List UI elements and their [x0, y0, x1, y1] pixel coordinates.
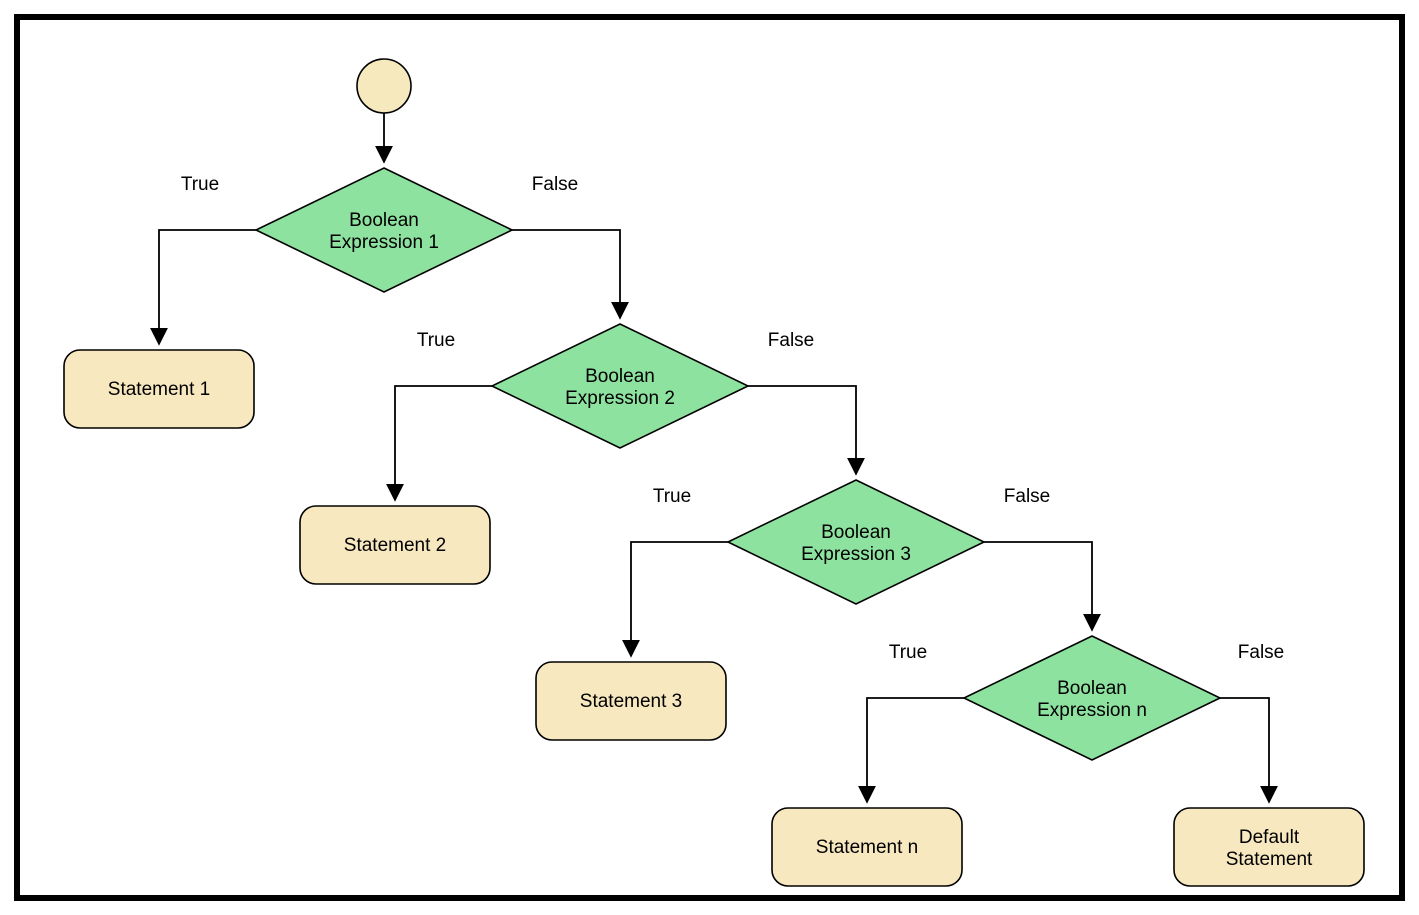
edge-e_d2_true [395, 386, 492, 500]
edge-e_d1_false [512, 230, 620, 318]
edge-label-e_d2_true: True [417, 330, 455, 351]
edge-label-e_d3_true: True [653, 486, 691, 507]
edge-label-e_d2_false: False [768, 330, 814, 351]
edge-e_d3_false [984, 542, 1092, 630]
edge-e_d1_true [159, 230, 256, 344]
edge-label-e_d3_false: False [1004, 486, 1050, 507]
statement-label-s1: Statement 1 [108, 379, 210, 400]
edge-e_d3_true [631, 542, 728, 656]
edge-e_d4_false [1220, 698, 1269, 802]
edge-e_d4_true [867, 698, 964, 802]
edge-label-e_d4_false: False [1238, 642, 1284, 663]
start-node [357, 59, 411, 113]
flowchart-svg: TrueFalseTrueFalseTrueFalseTrueFalseBool… [0, 0, 1419, 915]
edge-label-e_d4_true: True [889, 642, 927, 663]
edge-label-e_d1_false: False [532, 174, 578, 195]
edge-e_d2_false [748, 386, 856, 474]
statement-label-s4: Statement n [816, 837, 918, 858]
flowchart-canvas: TrueFalseTrueFalseTrueFalseTrueFalseBool… [0, 0, 1419, 915]
edge-label-e_d1_true: True [181, 174, 219, 195]
statement-label-s3: Statement 3 [580, 691, 682, 712]
statement-label-s2: Statement 2 [344, 535, 446, 556]
